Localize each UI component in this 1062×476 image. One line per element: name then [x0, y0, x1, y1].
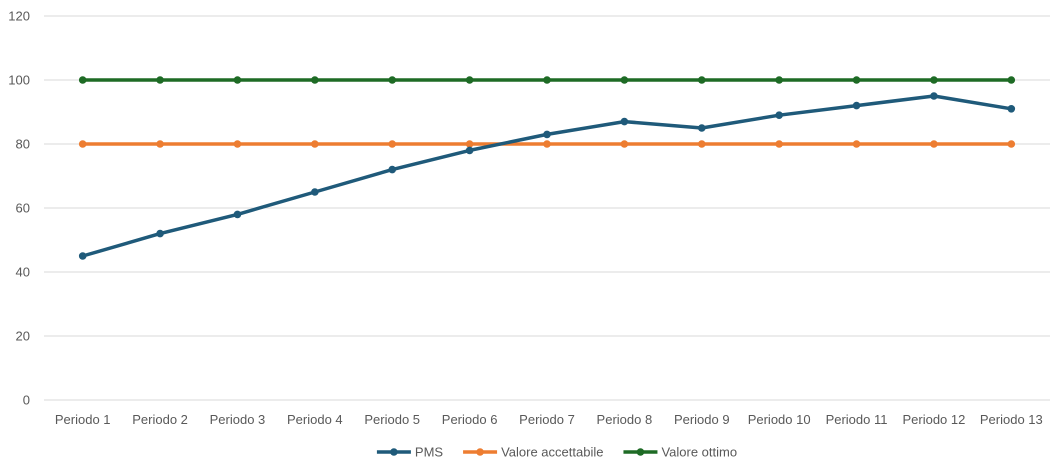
x-tick-label: Periodo 10 — [748, 412, 811, 427]
y-tick-label: 120 — [8, 9, 30, 24]
data-point — [78, 252, 87, 260]
data-point — [311, 76, 319, 84]
x-axis-ticks: Periodo 1 Periodo 2 Periodo 3 Periodo 4 Peri… — [55, 412, 1043, 427]
data-point — [930, 76, 938, 84]
data-point — [156, 140, 164, 148]
data-point — [852, 101, 861, 110]
y-tick-label: 60 — [16, 201, 30, 216]
data-point — [852, 76, 861, 84]
data-point — [543, 76, 551, 84]
series-line — [80, 94, 1014, 258]
y-tick-label: 100 — [8, 73, 30, 88]
x-tick-label: Periodo 5 — [364, 412, 420, 427]
data-point — [697, 140, 706, 148]
legend-swatch-marker — [390, 448, 398, 456]
y-tick-label: 80 — [16, 137, 30, 152]
x-tick-label: Periodo 12 — [902, 412, 965, 427]
legend-item: PMS — [376, 445, 444, 460]
data-point — [697, 124, 706, 132]
legend-item: Valore accettabile — [463, 445, 603, 460]
y-tick-label: 40 — [16, 265, 30, 280]
data-point — [930, 140, 938, 148]
legend-label: Valore accettabile — [501, 445, 603, 460]
x-tick-label: Periodo 6 — [442, 412, 498, 427]
data-point — [156, 76, 164, 84]
data-point — [311, 188, 319, 196]
y-axis-ticks: 0 20 40 60 80 100 120 — [8, 9, 30, 408]
data-point — [775, 76, 783, 84]
data-point — [465, 140, 474, 148]
legend-label: PMS — [415, 445, 444, 460]
x-tick-label: Periodo 13 — [980, 412, 1043, 427]
data-point — [233, 76, 242, 84]
data-point — [620, 117, 629, 126]
data-point — [1007, 105, 1016, 113]
data-point — [78, 76, 87, 84]
data-point — [543, 140, 551, 148]
x-tick-label: Periodo 2 — [132, 412, 188, 427]
data-point — [1007, 140, 1016, 148]
y-tick-label: 20 — [16, 329, 30, 344]
data-point — [620, 140, 629, 148]
x-tick-label: Periodo 9 — [674, 412, 730, 427]
x-tick-label: Periodo 7 — [519, 412, 575, 427]
series-1 — [78, 140, 1016, 148]
y-tick-label: 0 — [23, 393, 30, 408]
legend-label: Valore ottimo — [661, 445, 737, 460]
legend-swatch-marker — [636, 448, 645, 456]
x-tick-label: Periodo 3 — [210, 412, 266, 427]
data-point — [465, 76, 474, 84]
series-0 — [78, 92, 1016, 260]
data-point — [852, 140, 861, 148]
data-point — [465, 146, 474, 155]
data-point — [78, 140, 87, 148]
data-point — [543, 130, 551, 139]
x-tick-label: Periodo 4 — [287, 412, 343, 427]
data-point — [233, 210, 242, 219]
legend-item: Valore ottimo — [623, 445, 737, 460]
data-point — [311, 140, 319, 148]
data-point — [1007, 76, 1016, 84]
legend: PMS Valore accettabile Valore ottimo — [376, 445, 737, 460]
data-point — [388, 76, 397, 84]
x-tick-label: Periodo 8 — [597, 412, 653, 427]
x-tick-label: Periodo 11 — [826, 412, 888, 427]
gridlines — [44, 15, 1050, 401]
data-point — [930, 92, 938, 100]
data-point — [697, 76, 706, 84]
data-point — [620, 76, 629, 84]
data-point — [775, 111, 783, 119]
data-point — [388, 140, 397, 148]
data-point — [775, 140, 783, 148]
data-point — [388, 165, 397, 174]
legend-swatch-marker — [476, 448, 484, 456]
series-lines — [78, 76, 1016, 260]
x-tick-label: Periodo 1 — [55, 412, 111, 427]
data-point — [156, 229, 164, 238]
series-2 — [78, 76, 1016, 84]
data-point — [233, 140, 242, 148]
